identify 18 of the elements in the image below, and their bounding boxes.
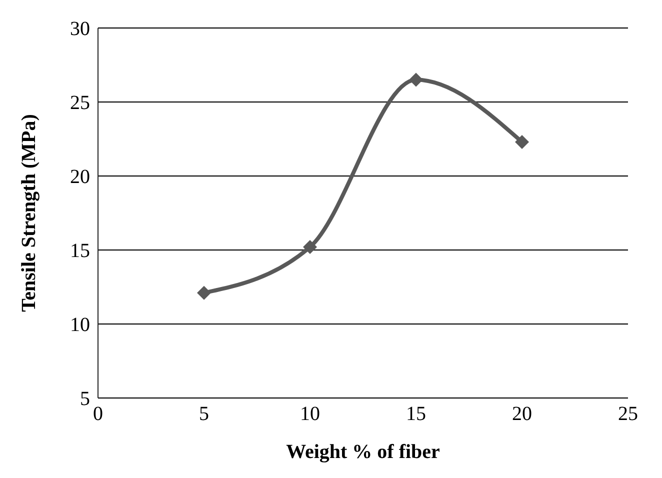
x-tick-label: 25 (618, 403, 638, 426)
x-tick-label: 20 (512, 403, 532, 426)
y-tick-label: 20 (70, 166, 90, 188)
x-tick-label: 0 (93, 403, 103, 426)
x-tick-label: 10 (300, 403, 320, 426)
point (515, 134, 529, 149)
y-tick-label: 5 (80, 388, 90, 410)
y-tick-label: 25 (70, 92, 90, 114)
y-tick-label: 10 (70, 314, 90, 336)
y-axis-title: Tensile Strength (MPa) (18, 114, 40, 312)
x-axis-title: Weight % of fiber (286, 441, 440, 463)
point (303, 240, 317, 254)
y-tick-label: 30 (70, 18, 90, 40)
x-tick-label: 5 (199, 403, 209, 426)
point (409, 72, 423, 87)
x-tick-label: 15 (406, 403, 426, 426)
y-tick-label: 15 (70, 240, 90, 262)
point (197, 286, 211, 300)
